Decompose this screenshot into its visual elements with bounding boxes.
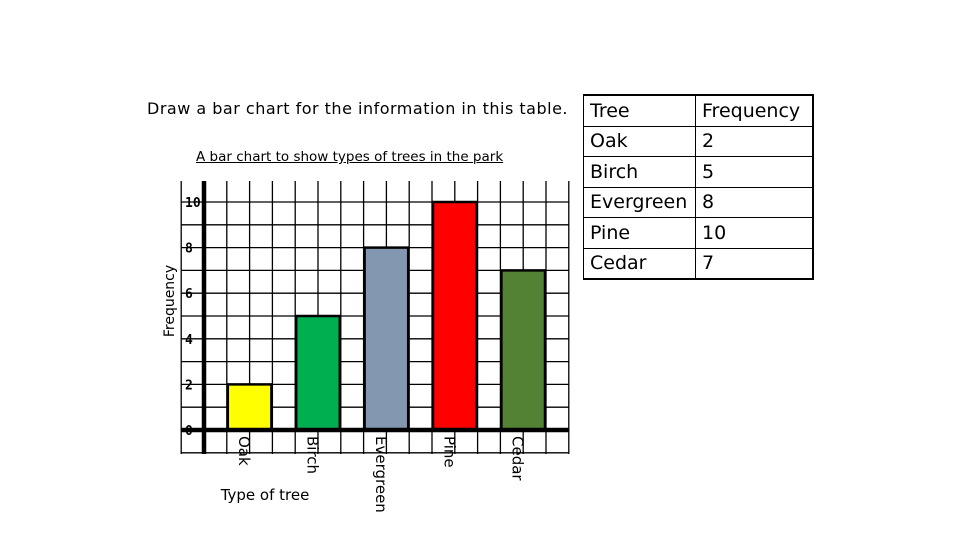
table-row: Oak 2 (583, 125, 814, 157)
bar-cedar (500, 269, 547, 432)
y-tick-label: 0 (185, 424, 193, 439)
frequency-cell: 7 (695, 247, 814, 280)
bar-oak (226, 383, 273, 432)
tree-name-cell: Pine (583, 217, 696, 249)
bar-pine (431, 200, 478, 432)
frequency-cell: 10 (695, 217, 814, 249)
bar-birch (294, 314, 342, 432)
instruction-text: Draw a bar chart for the information in … (147, 99, 568, 118)
frequency-cell: 2 (695, 125, 814, 157)
tree-name-cell: Oak (583, 125, 696, 157)
frequency-cell: 8 (695, 186, 814, 218)
labels: Oak Birch Evergreen Pine Cedar 0 2 4 6 8 10 Frequen… (162, 196, 527, 513)
tree-name-cell: Birch (583, 156, 696, 188)
y-tick-label: 4 (185, 333, 193, 348)
x-tick-label: Birch (304, 436, 322, 474)
table-header-cell: Frequency (695, 94, 814, 127)
x-tick-label: Cedar (509, 436, 527, 481)
table-row: Evergreen 8 (583, 186, 814, 218)
chart-title: A bar chart to show types of trees in th… (196, 149, 504, 165)
table-row: Cedar 7 (583, 247, 814, 280)
x-tick-label: Pine (440, 436, 458, 468)
bar-evergreen (363, 246, 410, 432)
table-header-row: Tree Frequency (583, 94, 814, 127)
table-row: Birch 5 (583, 156, 814, 188)
x-tick-label: Oak (235, 436, 253, 466)
y-tick-label: 2 (185, 378, 193, 393)
frequency-cell: 5 (695, 156, 814, 188)
y-tick-label: 8 (185, 242, 193, 257)
x-tick-label: Evergreen (372, 436, 390, 513)
tree-name-cell: Evergreen (583, 186, 696, 218)
table-header-cell: Tree (583, 94, 696, 127)
x-axis-label: Type of tree (220, 486, 310, 504)
table-row: Pine 10 (583, 217, 814, 249)
y-axis-label: Frequency (162, 265, 178, 337)
y-tick-label: 6 (185, 287, 193, 302)
y-tick-label: 10 (185, 196, 201, 211)
data-table: Tree Frequency Oak 2 Birch 5 Evergreen 8 Pine 10 C… (583, 94, 814, 280)
tree-name-cell: Cedar (583, 247, 696, 280)
axes (181, 181, 569, 454)
